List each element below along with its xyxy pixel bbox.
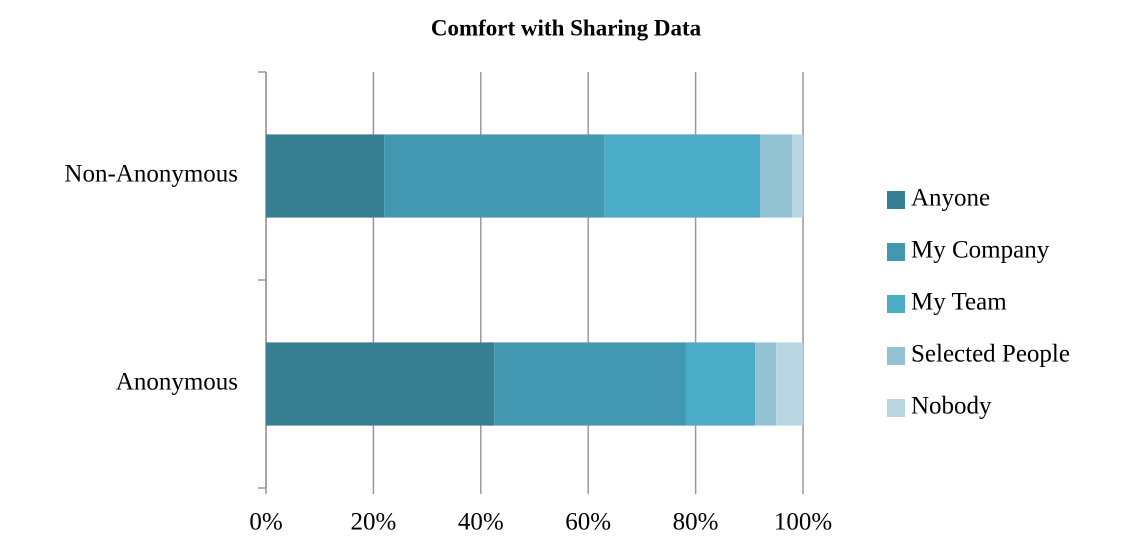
bar-segment [755,342,777,426]
y-tick-label: Anonymous [116,369,238,396]
legend-label: Selected People [911,341,1070,368]
bar-segment [266,342,495,426]
x-tick-label: 20% [350,509,396,536]
x-tick-label: 100% [774,509,832,536]
legend-label: Anyone [911,185,990,212]
y-tick-label: Non-Anonymous [64,161,238,188]
bar-segment [384,134,605,218]
legend-label: My Company [911,237,1050,264]
chart-title: Comfort with Sharing Data [431,15,702,40]
legend-swatch [887,347,905,365]
bar-segment [792,134,803,218]
legend-label: My Team [911,289,1007,316]
legend-swatch [887,399,905,417]
legend-swatch [887,191,905,209]
bar-segment [266,134,385,218]
x-tick-label: 60% [565,509,611,536]
legend-swatch [887,243,905,261]
bar-segment [776,342,803,426]
x-tick-label: 0% [249,509,282,536]
bar-segment [494,342,686,426]
x-tick-label: 40% [458,509,504,536]
legend-label: Nobody [911,393,992,420]
bar-segment [760,134,793,218]
bar-segment [685,342,756,426]
legend-swatch [887,295,905,313]
bar-segment [604,134,761,218]
x-tick-label: 80% [673,509,719,536]
